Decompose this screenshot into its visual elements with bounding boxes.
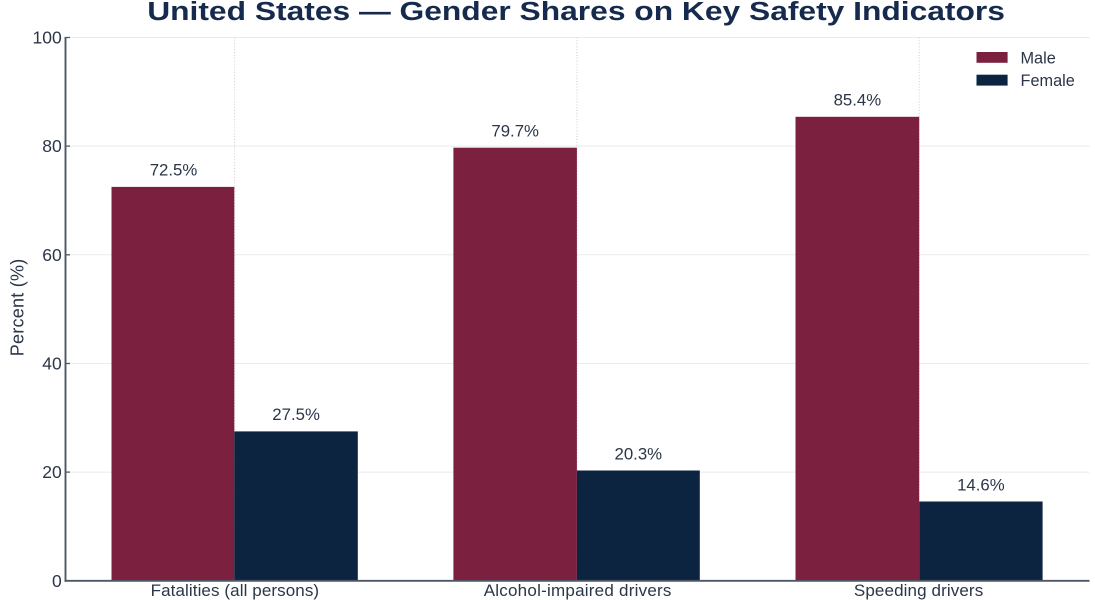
svg-text:Speeding drivers: Speeding drivers — [854, 581, 983, 600]
svg-text:20.3%: 20.3% — [615, 444, 663, 463]
svg-text:20: 20 — [42, 462, 62, 482]
svg-text:Percent (%): Percent (%) — [8, 259, 28, 357]
svg-text:Alcohol-impaired drivers: Alcohol-impaired drivers — [484, 581, 672, 600]
svg-text:72.5%: 72.5% — [150, 161, 198, 180]
svg-text:Fatalities (all persons): Fatalities (all persons) — [151, 581, 320, 600]
svg-text:80: 80 — [42, 136, 62, 156]
svg-text:79.7%: 79.7% — [491, 122, 539, 141]
svg-text:Female: Female — [1021, 72, 1075, 90]
svg-text:100: 100 — [32, 28, 61, 48]
svg-text:27.5%: 27.5% — [272, 405, 320, 424]
svg-text:0: 0 — [52, 571, 62, 591]
svg-text:Male: Male — [1021, 50, 1056, 68]
svg-text:United States — Gender Shares: United States — Gender Shares on Key Saf… — [147, 0, 1005, 26]
svg-text:85.4%: 85.4% — [834, 91, 882, 110]
svg-text:60: 60 — [42, 245, 62, 265]
svg-text:40: 40 — [42, 354, 62, 374]
svg-text:14.6%: 14.6% — [957, 475, 1005, 494]
